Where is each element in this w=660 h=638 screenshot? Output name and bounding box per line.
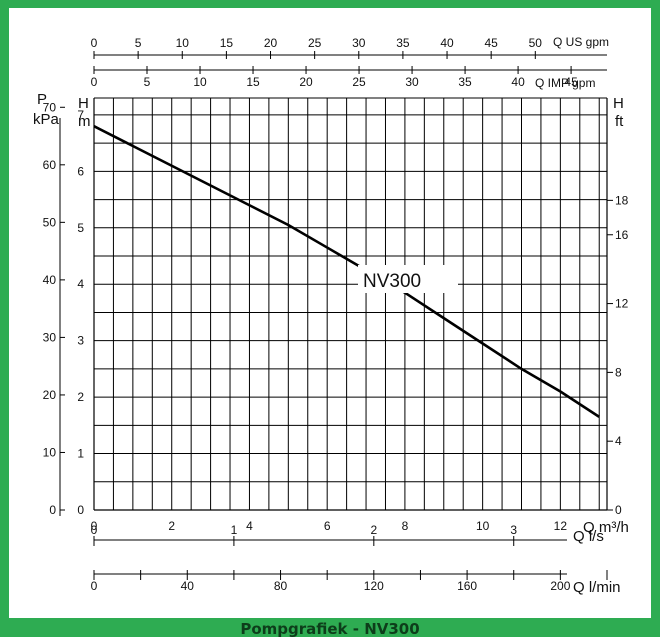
h-m-tick-label: 7	[77, 108, 84, 122]
h-m-tick-label: 3	[77, 334, 84, 348]
imp-gpm-tick-label: 25	[352, 75, 366, 89]
us-gpm-tick-label: 0	[91, 36, 98, 50]
ls-tick-label: 3	[510, 523, 517, 537]
lmin-tick-label: 80	[274, 579, 288, 593]
q-m3h-axis-label: Q m³/h	[583, 519, 629, 536]
pressure-tick-label: 50	[43, 215, 57, 229]
imp-gpm-tick-label: 20	[299, 75, 313, 89]
h-ft-tick-label: 12	[615, 297, 629, 311]
imp-gpm-tick-label: 30	[405, 75, 419, 89]
ls-tick-label: 0	[91, 523, 98, 537]
pressure-tick-label: 70	[43, 100, 57, 114]
us-gpm-tick-label: 45	[484, 36, 498, 50]
h-m-tick-label: 5	[77, 221, 84, 235]
us-gpm-axis-label: Q US gpm	[553, 35, 609, 49]
imp-gpm-tick-label: 40	[511, 75, 525, 89]
imp-gpm-tick-label: 0	[91, 75, 98, 89]
us-gpm-tick-label: 5	[135, 36, 142, 50]
h-ft-tick-label: 4	[615, 434, 622, 448]
h-m-tick-label: 1	[77, 447, 84, 461]
pressure-tick-label: 20	[43, 388, 57, 402]
q-m3h-tick-label: 2	[168, 519, 175, 533]
h-axis-label-right: H	[613, 95, 624, 112]
imp-gpm-tick-label: 5	[144, 75, 151, 89]
pressure-axis-label: P	[37, 91, 47, 108]
h-unit-label-left: m	[78, 113, 91, 130]
lmin-tick-label: 0	[91, 579, 98, 593]
imp-gpm-tick-label: 35	[458, 75, 472, 89]
us-gpm-tick-label: 35	[396, 36, 410, 50]
ls-tick-label: 1	[231, 523, 238, 537]
nv300-label-bg	[358, 265, 458, 293]
pressure-tick-label: 10	[43, 445, 57, 459]
q-m3h-tick-label: 12	[554, 519, 568, 533]
pump-curve-chart: 01234567Hm010203040506070PkPa048121618Hf…	[33, 35, 629, 596]
nv300-curve	[93, 125, 600, 418]
h-axis-label-left: H	[78, 95, 89, 112]
q-m3h-tick-label: 10	[476, 519, 490, 533]
h-unit-label-right: ft	[615, 113, 624, 130]
imp-gpm-tick-label: 15	[246, 75, 260, 89]
h-m-tick-label: 2	[77, 390, 84, 404]
imp-gpm-axis-label: Q IMP gpm	[535, 76, 595, 90]
us-gpm-tick-label: 15	[220, 36, 234, 50]
imp-gpm-tick-label: 45	[564, 75, 578, 89]
us-gpm-tick-label: 50	[529, 36, 543, 50]
q-m3h-tick-label: 4	[246, 519, 253, 533]
h-m-tick-label: 0	[77, 503, 84, 517]
pressure-unit-label: kPa	[33, 111, 60, 128]
q-m3h-tick-label: 6	[324, 519, 331, 533]
h-ft-tick-label: 18	[615, 193, 629, 207]
lmin-tick-label: 40	[181, 579, 195, 593]
ls-tick-label: 2	[370, 523, 377, 537]
pressure-tick-label: 30	[43, 330, 57, 344]
us-gpm-tick-label: 30	[352, 36, 366, 50]
pressure-tick-label: 60	[43, 158, 57, 172]
h-ft-tick-label: 16	[615, 228, 629, 242]
q-m3h-tick-label: 0	[91, 519, 98, 533]
us-gpm-tick-label: 10	[176, 36, 190, 50]
q-m3h-tick-label: 8	[402, 519, 409, 533]
us-gpm-tick-label: 20	[264, 36, 278, 50]
h-ft-tick-label: 8	[615, 365, 622, 379]
chart-caption: Pompgrafiek - NV300	[240, 620, 420, 638]
lmin-tick-label: 160	[457, 579, 477, 593]
lmin-tick-label: 120	[364, 579, 384, 593]
lmin-axis-label: Q l/min	[573, 579, 621, 596]
ls-axis-label: Q l/s	[573, 528, 604, 545]
lmin-tick-label: 200	[550, 579, 570, 593]
h-m-tick-label: 6	[77, 164, 84, 178]
pressure-tick-label: 40	[43, 273, 57, 287]
nv300-curve-label: NV300	[363, 271, 421, 292]
h-ft-tick-label: 0	[615, 503, 622, 517]
pressure-tick-label: 0	[49, 503, 56, 517]
us-gpm-tick-label: 40	[440, 36, 454, 50]
us-gpm-tick-label: 25	[308, 36, 322, 50]
h-m-tick-label: 4	[77, 277, 84, 291]
imp-gpm-tick-label: 10	[193, 75, 207, 89]
